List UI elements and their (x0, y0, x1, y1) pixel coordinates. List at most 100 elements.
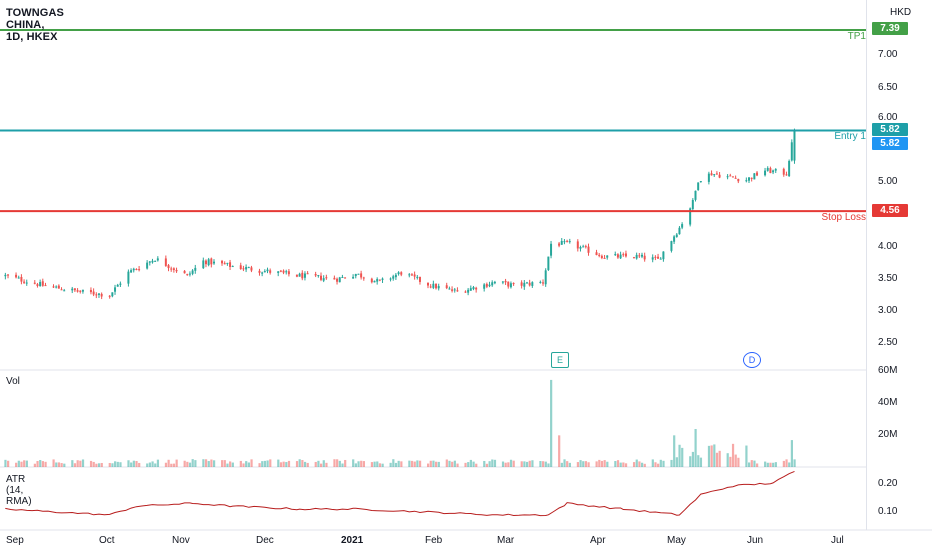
volume-bar (595, 461, 598, 467)
candle-body (73, 288, 76, 291)
volume-bar (338, 460, 341, 467)
candle-body (445, 285, 448, 289)
atr-tick: 0.20 (878, 478, 898, 489)
volume-bar (130, 462, 133, 467)
volume-bar (191, 459, 194, 467)
candle-body (501, 281, 504, 283)
volume-bar (389, 462, 392, 467)
candle-body (785, 174, 788, 176)
candle-body (146, 262, 149, 269)
candle-body (491, 282, 494, 286)
volume-bar (715, 452, 719, 467)
volume-bar (97, 463, 101, 467)
candle-body (550, 243, 553, 256)
candle-body (279, 270, 282, 272)
volume-bar (213, 460, 216, 467)
candle-body (170, 268, 173, 270)
volume-bar (670, 459, 673, 467)
candle-body (774, 169, 777, 171)
volume-bar (472, 461, 475, 467)
volume-bar (114, 461, 117, 467)
volume-bar (614, 461, 617, 467)
candle-body (287, 271, 290, 275)
candle-body (360, 273, 363, 278)
candle-body (92, 291, 95, 295)
volume-bar (445, 459, 448, 467)
atr-panel-label: ATR (14, RMA) (6, 474, 32, 507)
volume-bar (4, 459, 7, 467)
volume-bar (793, 459, 796, 467)
volume-bar (320, 463, 323, 467)
candle-body (135, 269, 138, 271)
volume-bar (558, 435, 561, 467)
candle-body (657, 256, 660, 259)
candle-body (79, 290, 82, 292)
x-tick: Oct (99, 535, 115, 546)
volume-bar (381, 463, 384, 467)
volume-bar (689, 456, 692, 467)
volume-bar (111, 463, 114, 467)
candle-body (576, 241, 579, 249)
candle-body (418, 276, 421, 282)
volume-bar (587, 462, 590, 467)
candle-body (336, 278, 339, 282)
candle-body (558, 243, 561, 246)
candle-body (71, 288, 74, 291)
candle-body (528, 282, 531, 286)
candle-body (451, 289, 454, 291)
volume-bar (579, 460, 582, 467)
candle-body (167, 265, 170, 269)
volume-bar (525, 461, 529, 467)
volume-bar (376, 461, 379, 467)
volume-bar (25, 460, 28, 467)
volume-bar (245, 461, 248, 467)
volume-bar (55, 462, 58, 467)
volume-bar (622, 462, 625, 467)
candle-body (57, 285, 60, 289)
volume-bar (491, 459, 494, 467)
volume-bar (576, 462, 579, 467)
volume-bar (95, 463, 98, 467)
candle-body (531, 282, 534, 286)
volume-bar (154, 463, 157, 467)
candle-body (156, 258, 159, 261)
candle-body (7, 274, 10, 276)
candle-body (285, 271, 288, 273)
volume-bar (57, 462, 61, 467)
candle-body (718, 174, 721, 178)
candle-body (114, 287, 117, 292)
volume-bar (269, 459, 272, 467)
candle-body (76, 290, 79, 292)
atr-tick: 0.10 (878, 506, 898, 517)
volume-bar (79, 460, 82, 467)
candle-body (204, 260, 207, 265)
candle-body (689, 208, 692, 225)
volume-bar (435, 461, 438, 467)
volume-bar (172, 463, 176, 467)
volume-bar (392, 459, 395, 467)
volume-bar (453, 460, 456, 467)
volume-bar (336, 459, 339, 467)
candle-body (509, 283, 512, 288)
candle-body (320, 275, 322, 280)
candle-body (381, 278, 384, 280)
dividend-marker[interactable]: D (743, 352, 761, 368)
volume-bar (204, 459, 208, 467)
candle-body (373, 280, 376, 283)
volume-bar (713, 444, 716, 467)
volume-bar (341, 463, 344, 467)
candle-body (100, 293, 103, 297)
candle-body (782, 168, 785, 175)
candle-body (172, 268, 175, 271)
earnings-marker[interactable]: E (551, 352, 569, 368)
entry-label: Entry 1 (834, 131, 866, 142)
volume-bar (467, 462, 470, 467)
candle-body (416, 276, 419, 278)
volume-bar (250, 459, 253, 467)
candle-body (437, 286, 440, 289)
candle-body (333, 277, 336, 280)
volume-bar (560, 462, 563, 467)
volume-bar (92, 461, 95, 467)
volume-bar (726, 453, 729, 467)
